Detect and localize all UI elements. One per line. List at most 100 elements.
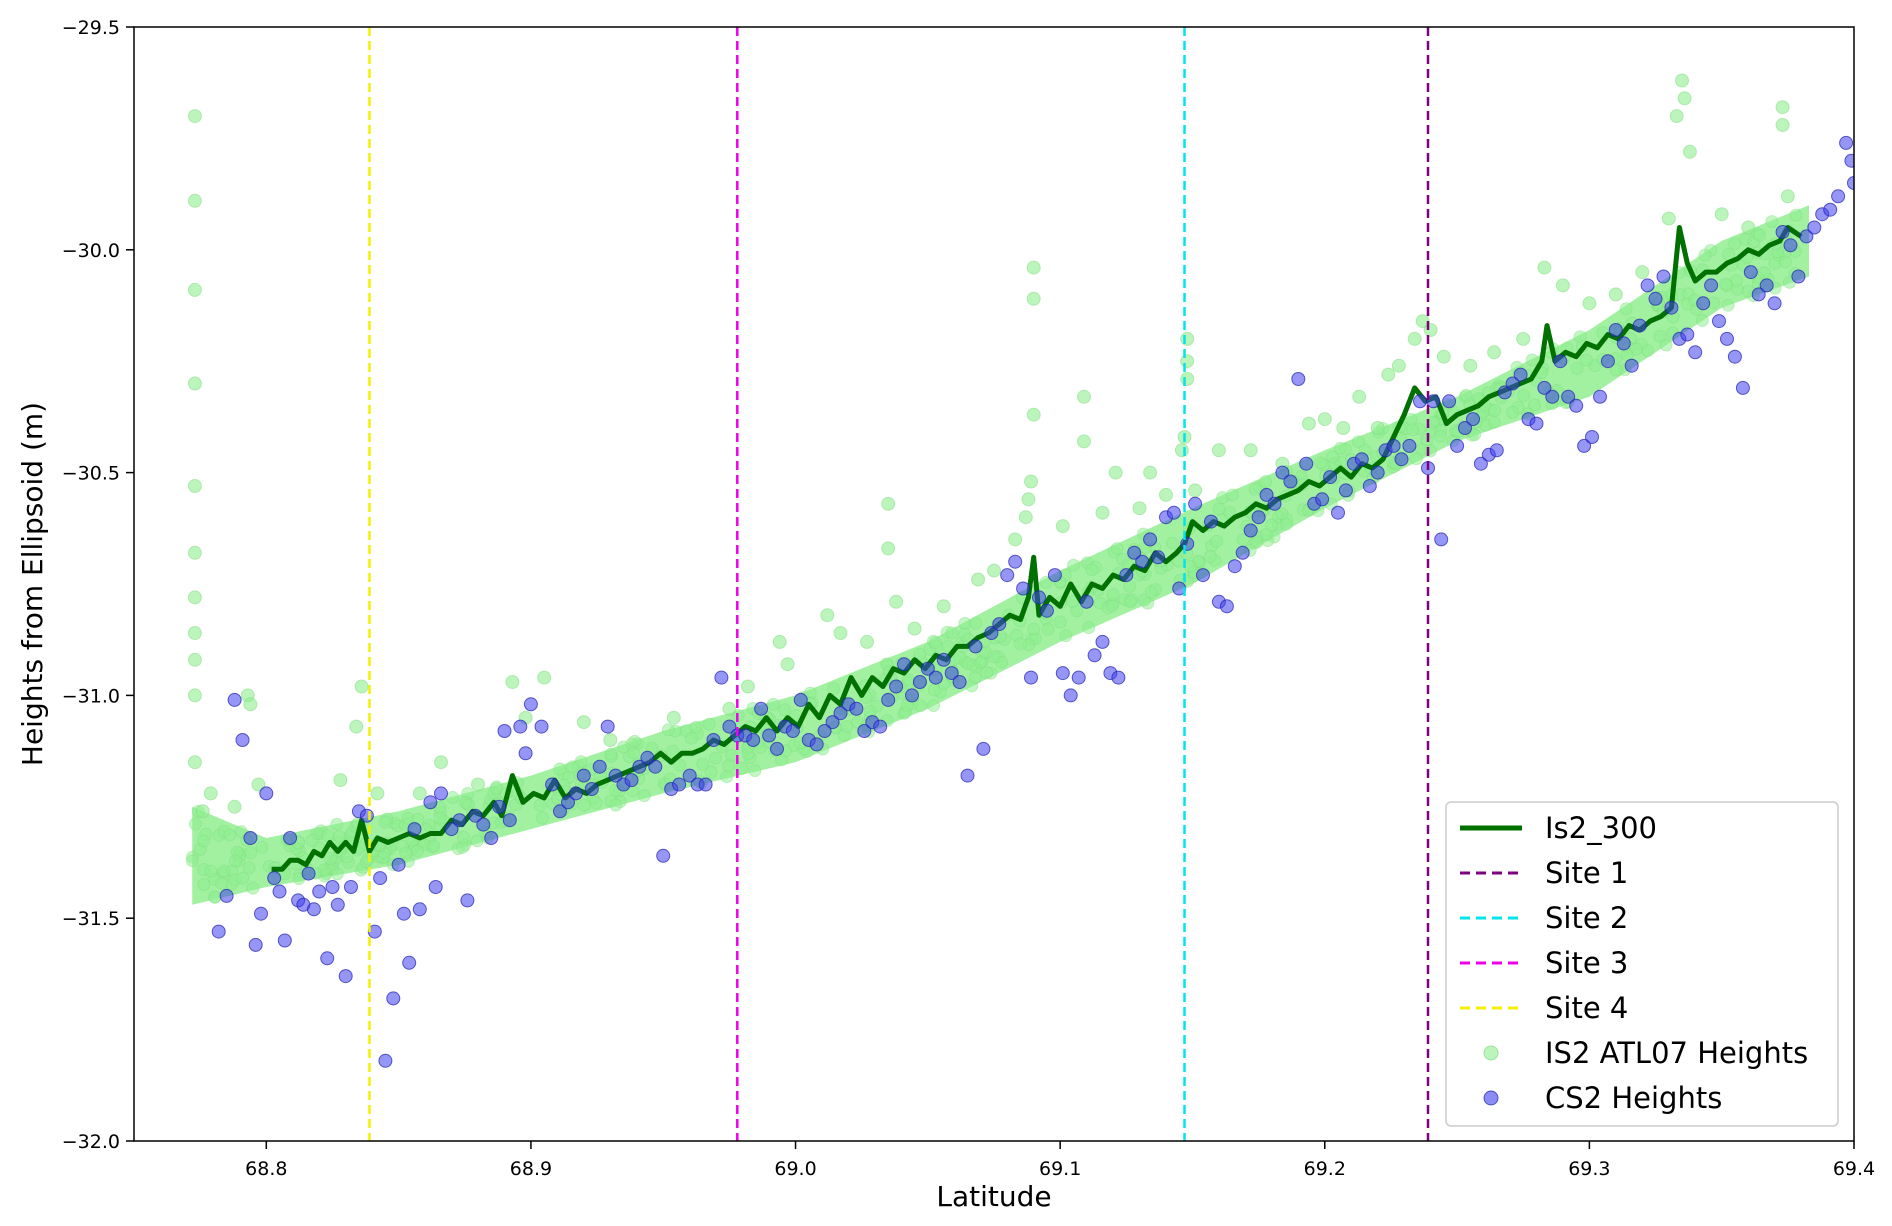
is2-point [187,109,202,124]
is2-point [227,799,242,814]
is2-band-dot [1406,423,1420,437]
is2-band-dot [217,864,231,878]
is2-point [1682,144,1697,159]
cs2-point [576,768,591,783]
is2-point [1174,443,1189,458]
cs2-point [1283,474,1298,489]
is2-point [971,572,986,587]
cs2-point [423,795,438,810]
cs2-point [1024,670,1038,685]
cs2-point [312,884,327,899]
is2-band-dot [536,811,550,825]
cs2-point [1354,452,1369,467]
cs2-point [1135,554,1150,569]
cs2-point [1039,603,1054,618]
cs2-point [1180,536,1195,551]
cs2-point [600,719,615,734]
cs2-point [928,670,943,685]
is2-band-dot [777,703,791,717]
cs2-point [545,777,560,792]
cs2-point [1055,666,1070,681]
is2-point [354,679,369,694]
is2-band-dot [1106,588,1120,601]
is2-point [1188,483,1203,498]
is2-band-dot [330,817,344,831]
is2-point [1026,260,1041,275]
is2-point [1775,100,1790,115]
cs2-point [1008,554,1023,569]
cs2-point [1847,176,1854,190]
cs2-point [248,937,263,952]
is2-point [1018,510,1033,525]
is2-band-dot [1695,314,1709,327]
legend-label-is2-300: Is2_300 [1545,811,1657,845]
is2-band-dot [1013,637,1027,651]
is2-band-dot [1326,450,1340,464]
is2-band-dot [927,699,941,713]
is2-band-dot [411,844,424,858]
cs2-point [1608,323,1623,337]
is2-band-dot [1259,475,1273,488]
cs2-point [1807,220,1822,235]
is2-point [1055,519,1070,534]
x-tick-label: 69.4 [1833,1158,1875,1180]
cs2-point [1119,568,1134,583]
is2-band-dot [246,881,260,895]
is2-band-dot [458,795,472,809]
cs2-point [1751,287,1766,302]
cs2-point [1727,349,1742,364]
is2-band-dot [1059,629,1073,643]
is2-band-dot [332,830,346,843]
cs2-point [1291,372,1306,386]
cs2-point [492,799,507,814]
x-tick-label: 69.3 [1568,1158,1610,1180]
x-tick-label: 68.9 [510,1158,552,1180]
cs2-point [793,692,808,707]
cs2-point [1063,688,1078,703]
is2-band-dot [826,682,840,695]
cs2-point [412,902,427,917]
legend: Is2_300 Site 1 Site 2 Site 3 Site 4 IS2 ATL07… [1445,801,1839,1127]
is2-band-dot [1314,456,1327,470]
is2-point [603,733,618,747]
is2-point [1243,443,1258,458]
is2-point [1301,416,1316,431]
cs2-point [1569,398,1584,413]
cs2-point [1227,559,1242,574]
cs2-point [219,888,234,903]
legend-swatch-cs2-heights [1483,1090,1499,1106]
is2-point [722,701,737,716]
is2-band-dot [427,839,441,853]
cs2-point [227,692,242,707]
cs2-point [1799,229,1814,244]
cs2-point [706,733,721,747]
plot-area [185,27,1854,1141]
is2-point [1370,421,1385,435]
legend-label-is2-atl07-heights: IS2 ATL07 Heights [1545,1036,1808,1070]
cs2-point [391,857,406,872]
is2-point [187,755,202,770]
is2-band-dot [1629,342,1643,356]
is2-band-dot [330,867,344,881]
is2-band-dot [735,761,749,775]
cs2-point [476,817,491,832]
legend-label-site-2: Site 2 [1545,901,1628,935]
cs2-point [714,670,729,685]
is2-band-dot [255,840,269,854]
cs2-point [1466,412,1480,427]
cs2-point [1402,438,1417,453]
is2-point [1180,354,1195,369]
is2-band-dot [1085,563,1099,577]
cs2-point [1640,278,1655,293]
is2-point [1077,389,1091,404]
cs2-point [468,808,483,823]
cs2-point [1839,135,1854,150]
cs2-point [1775,225,1790,239]
y-tick-label: −32.0 [62,1131,120,1153]
is2-point [1132,501,1147,516]
cs2-point [523,697,538,712]
cs2-point [1386,438,1401,453]
cs2-point [396,906,411,921]
x-tick-label: 69.2 [1304,1158,1346,1180]
is2-band-dot [1053,615,1067,629]
